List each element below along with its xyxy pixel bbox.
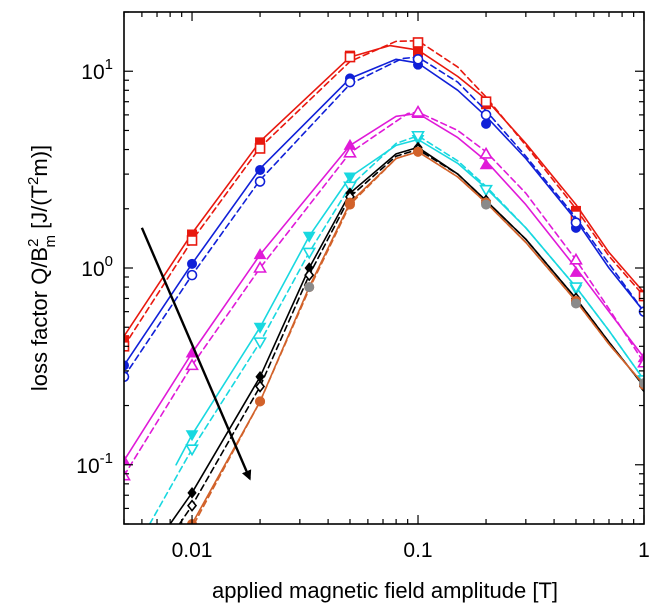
series-6-point-4 <box>343 145 357 158</box>
series-10-line <box>178 148 644 524</box>
tick-layer: 0.01 0.1 1 10-1 100 101 <box>76 11 650 562</box>
series-2-point-5 <box>412 37 424 48</box>
series-8-point-3 <box>302 247 317 260</box>
series-6-point-8 <box>637 355 644 368</box>
series-10-point-3 <box>304 268 315 282</box>
x-tick-label-3: 1 <box>638 539 650 562</box>
y-tick-label-1: 10-1 <box>76 450 113 478</box>
series-2-point-4 <box>344 51 356 63</box>
y-tick-label-3: 101 <box>81 56 113 84</box>
series-13-point-4 <box>639 378 644 389</box>
series-1-line <box>124 44 644 337</box>
series-10 <box>178 143 644 524</box>
series-5 <box>124 106 644 466</box>
x-axis-label: applied magnetic field amplitude [T] <box>212 578 558 603</box>
series-5-point-6 <box>479 158 493 170</box>
series-2-point-8 <box>638 290 644 302</box>
series-4-point-5 <box>412 53 424 65</box>
series-7-point-3 <box>302 231 316 243</box>
series-3-line <box>124 58 644 367</box>
series-5-point-1 <box>124 454 131 466</box>
series-12-line <box>193 150 644 524</box>
plot-frame <box>123 11 645 525</box>
series-6-line <box>124 111 644 477</box>
series-2-point-2 <box>186 235 198 246</box>
series-5-line <box>124 112 644 462</box>
series-12-point-3 <box>413 146 424 157</box>
series-6 <box>124 104 644 481</box>
x-tick-label-1: 0.01 <box>172 539 213 562</box>
series-3 <box>124 58 644 371</box>
series-4-line <box>124 56 644 378</box>
series-6-point-1 <box>124 468 131 481</box>
series-13-point-3 <box>570 298 581 309</box>
series-4-point-7 <box>570 217 582 228</box>
series-7-point-4 <box>343 172 357 184</box>
series-13-point-2 <box>481 199 492 210</box>
series-8-point-6 <box>479 184 493 197</box>
series-3-point-6 <box>481 118 492 129</box>
series-10-point-1 <box>187 499 198 512</box>
series-3-point-1 <box>124 360 129 371</box>
x-tick-label-2: 0.1 <box>403 539 432 562</box>
y-axis-label: loss factor Q/B2m [J/(T2m)] <box>25 145 59 391</box>
series-5-point-7 <box>569 265 583 277</box>
series-12 <box>193 146 644 524</box>
series-2-point-3 <box>254 143 266 154</box>
series-4-point-6 <box>480 109 492 121</box>
series-7-point-2 <box>253 322 267 334</box>
series-4-point-3 <box>254 176 266 187</box>
series-9 <box>169 141 644 524</box>
series-9-point-1 <box>187 487 197 499</box>
series-12-point-1 <box>255 396 266 407</box>
series-6-point-3 <box>253 260 267 273</box>
series-2 <box>124 37 644 352</box>
series-8-point-2 <box>253 337 267 350</box>
series-6-point-5 <box>411 104 425 117</box>
series-13 <box>304 199 644 389</box>
series-6-point-2 <box>185 358 199 371</box>
series-10-point-2 <box>255 380 266 393</box>
series-4 <box>124 53 644 383</box>
series-6-point-6 <box>479 146 493 159</box>
series-4-point-2 <box>186 269 198 281</box>
series-8-point-7 <box>569 282 583 295</box>
series-12-point-2 <box>344 199 355 210</box>
trend-arrow <box>140 227 252 481</box>
series-13-point-1 <box>304 282 315 293</box>
series-4-point-4 <box>344 76 356 88</box>
series-3-point-3 <box>255 164 266 175</box>
series-7-point-1 <box>185 430 199 442</box>
series-2-point-6 <box>480 96 492 108</box>
series-1 <box>124 44 644 346</box>
series-4-point-1 <box>124 371 130 383</box>
series-3-point-2 <box>187 258 198 269</box>
series-8-point-5 <box>411 130 425 143</box>
series-8-point-4 <box>343 181 357 194</box>
y-tick-label-2: 100 <box>81 253 113 281</box>
series-6-point-7 <box>569 252 583 265</box>
series-5-point-3 <box>253 248 267 260</box>
annotation-layer <box>140 227 252 481</box>
series-layer <box>124 37 644 524</box>
series-8-point-1 <box>185 444 199 457</box>
series-2-line <box>124 39 644 348</box>
series-1-point-1 <box>124 335 129 346</box>
